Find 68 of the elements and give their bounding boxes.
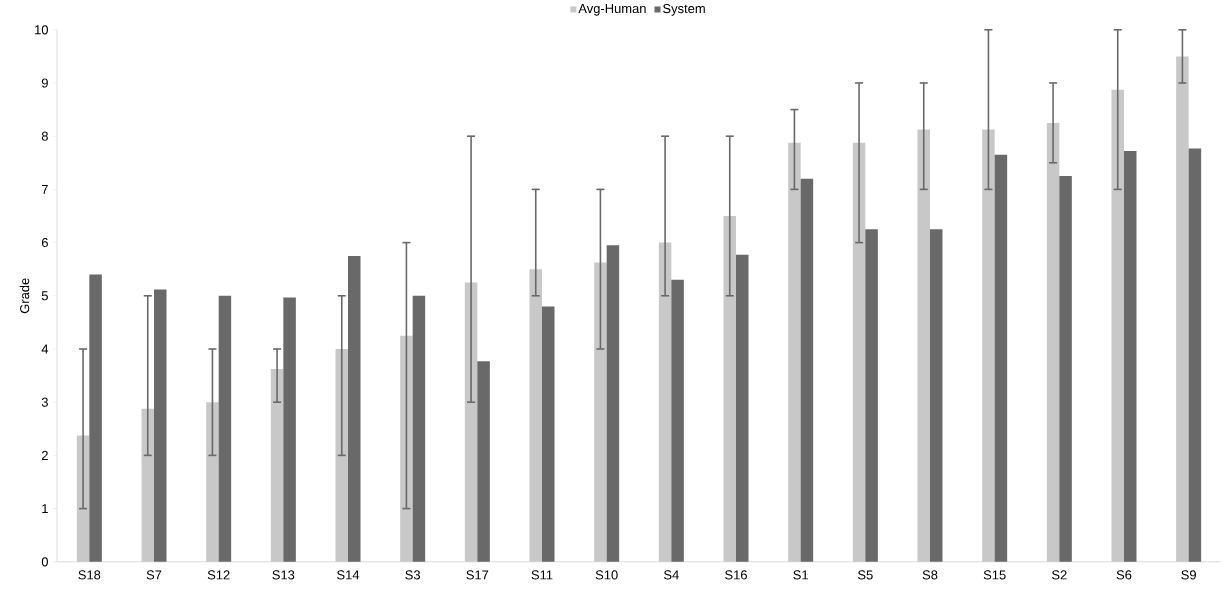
bar <box>542 306 555 562</box>
x-tick-label: S3 <box>405 570 421 580</box>
bar <box>917 129 930 562</box>
bar <box>1123 151 1137 562</box>
bar <box>594 262 607 562</box>
x-tick-label: S18 <box>78 570 101 580</box>
bar <box>736 254 749 562</box>
x-tick-label: S12 <box>207 570 230 580</box>
y-axis-title: Grade <box>19 278 30 314</box>
bar <box>529 269 542 562</box>
y-tick-label: 9 <box>41 78 48 88</box>
y-tick-label: 0 <box>41 557 48 567</box>
bar <box>141 408 155 562</box>
bar <box>723 216 736 562</box>
bar <box>283 297 296 562</box>
bar <box>335 349 348 562</box>
bar <box>76 435 90 562</box>
bar <box>1059 176 1072 562</box>
x-tick-label: S7 <box>146 570 162 580</box>
x-tick-label: S11 <box>531 570 553 580</box>
y-tick-label: 10 <box>35 25 48 35</box>
x-tick-label: S16 <box>725 570 747 580</box>
y-tick-label: 4 <box>41 344 49 354</box>
bar <box>412 295 426 562</box>
x-tick-label: S15 <box>983 570 1006 580</box>
y-tick-label: 5 <box>41 291 48 301</box>
bar <box>1176 56 1189 562</box>
y-tick-label: 3 <box>41 397 48 407</box>
x-tick-label: S13 <box>272 570 295 580</box>
x-tick-label: S1 <box>793 570 808 580</box>
x-tick-label: S2 <box>1052 570 1067 580</box>
bar <box>930 229 943 562</box>
bar <box>270 369 284 562</box>
x-tick-label: S17 <box>466 570 489 580</box>
bar <box>788 142 801 562</box>
bar <box>1046 122 1060 562</box>
legend-label: Avg-Human <box>578 4 646 16</box>
y-tick-label: 2 <box>41 450 48 461</box>
y-tick-label: 7 <box>41 185 48 194</box>
bar <box>671 279 684 562</box>
bar <box>994 154 1008 562</box>
bar <box>658 242 672 562</box>
bar <box>1188 148 1202 562</box>
x-tick-label: S8 <box>922 570 938 580</box>
bar <box>206 402 219 562</box>
x-tick-label: S9 <box>1181 570 1196 580</box>
bar <box>852 142 866 562</box>
bar <box>400 335 413 562</box>
legend-label: System <box>663 4 705 16</box>
x-tick-label: S4 <box>664 570 679 580</box>
bar <box>348 255 361 562</box>
x-tick-label: S5 <box>858 570 873 580</box>
y-tick-label: 1 <box>42 504 48 514</box>
bar <box>865 229 878 562</box>
bar <box>89 274 102 562</box>
y-tick-label: 8 <box>41 131 48 141</box>
bar <box>218 295 232 562</box>
bar <box>477 361 490 562</box>
bar <box>1111 89 1124 562</box>
bar <box>154 289 167 562</box>
y-tick-label: 6 <box>41 238 48 248</box>
bar <box>800 178 814 562</box>
x-tick-label: S14 <box>337 570 360 580</box>
x-tick-label: S6 <box>1116 570 1132 580</box>
bar <box>464 282 478 562</box>
x-tick-label: S10 <box>595 570 618 580</box>
bar <box>606 245 620 562</box>
bar <box>982 129 995 562</box>
